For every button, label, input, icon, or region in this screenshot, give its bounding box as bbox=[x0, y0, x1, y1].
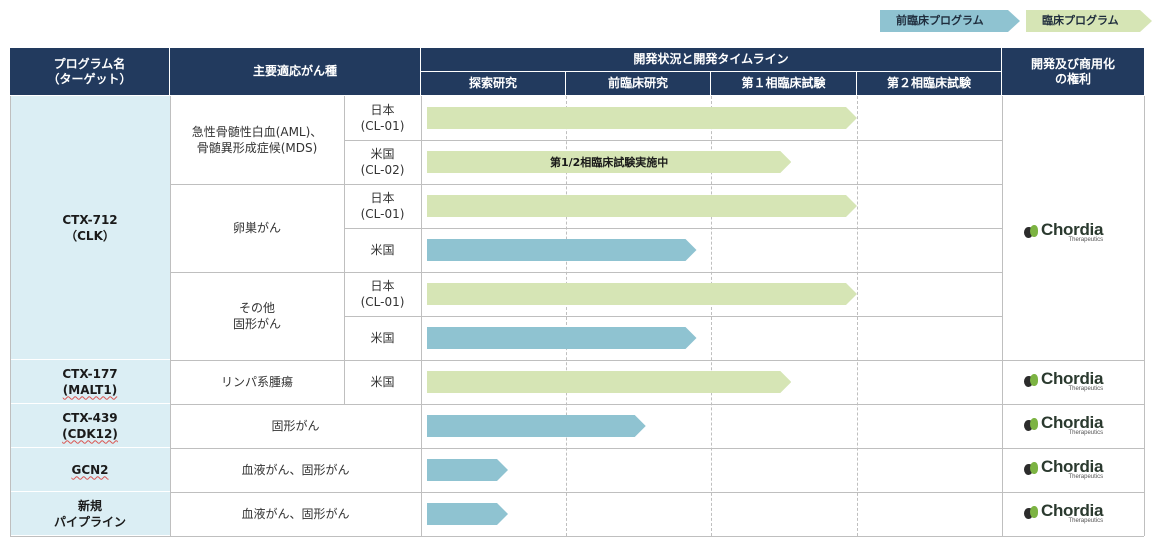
chordia-leaf-icon bbox=[1024, 225, 1038, 239]
region-japan-cl01: 日本 (CL-01) bbox=[360, 279, 405, 309]
program-ctx-712: CTX-712 （CLK） bbox=[10, 96, 170, 360]
program-gcn2: GCN2 bbox=[10, 448, 170, 492]
grid-column-line bbox=[344, 96, 345, 404]
header-program: プログラム名 （ターゲット） bbox=[10, 48, 170, 96]
chordia-logo: Chordia Therapeutics bbox=[1024, 413, 1114, 437]
region-japan-cl01: 日本 (CL-01) bbox=[360, 103, 405, 133]
logo-name: Chordia bbox=[1041, 413, 1104, 432]
grid-row-line bbox=[170, 184, 1002, 185]
grid-row-line bbox=[344, 316, 1002, 317]
clinical-progress-bar bbox=[427, 107, 857, 129]
grid-row-line bbox=[170, 360, 1144, 361]
preclinical-progress-bar bbox=[427, 503, 508, 525]
program-ctx-177: CTX-177 (MALT1) bbox=[10, 360, 170, 404]
indication-aml-mds: 急性骨髄性白血(AML)、 骨髄異形成症候(MDS) bbox=[191, 125, 323, 155]
indication-ovarian: 卵巣がん bbox=[232, 221, 281, 235]
header-rights: 開発及び商用化 の権利 bbox=[1002, 48, 1144, 96]
indication-lymphoid: リンパ系腫瘍 bbox=[220, 375, 293, 389]
preclinical-progress-bar bbox=[427, 239, 697, 261]
clinical-progress-bar bbox=[427, 283, 857, 305]
header-indication: 主要適応がん種 bbox=[170, 48, 421, 96]
region-japan-cl01: 日本 (CL-01) bbox=[360, 191, 405, 221]
chordia-logo: Chordia Therapeutics bbox=[1024, 369, 1114, 393]
bar-label: 第1/2相臨床試験実施中 bbox=[549, 156, 669, 169]
logo-sub: Therapeutics bbox=[1068, 237, 1104, 243]
legend-preclinical: 前臨床プログラム bbox=[880, 10, 1020, 32]
header-status: 開発状況と開発タイムライン bbox=[421, 48, 1002, 72]
region-us-cl02: 米国 (CL-02) bbox=[360, 147, 405, 177]
header-phase-1: 第１相臨床試験 bbox=[711, 72, 857, 96]
logo-name: Chordia bbox=[1041, 220, 1104, 239]
logo-sub: Therapeutics bbox=[1068, 430, 1104, 436]
clinical-progress-bar: 第1/2相臨床試験実施中 bbox=[427, 151, 791, 173]
clinical-progress-bar bbox=[427, 371, 791, 393]
region-us: 米国 bbox=[370, 243, 395, 257]
grid-row-line bbox=[170, 448, 1144, 449]
legend-clinical: 臨床プログラム bbox=[1026, 10, 1152, 32]
chordia-leaf-icon bbox=[1024, 374, 1038, 388]
indication-other-solid: その他 固形がん bbox=[232, 301, 281, 331]
chordia-logo: Chordia Therapeutics bbox=[1024, 457, 1114, 481]
region-us: 米国 bbox=[370, 375, 395, 389]
preclinical-progress-bar bbox=[427, 327, 697, 349]
program-ctx-439: CTX-439 (CDK12) bbox=[10, 404, 170, 448]
grid-row-line bbox=[344, 140, 1002, 141]
clinical-progress-bar bbox=[427, 195, 857, 217]
preclinical-progress-bar bbox=[427, 459, 508, 481]
phase-divider bbox=[857, 96, 858, 536]
phase-divider bbox=[711, 96, 712, 536]
preclinical-progress-bar bbox=[427, 415, 646, 437]
grid-column-line bbox=[1002, 96, 1003, 536]
phase-divider bbox=[566, 96, 567, 536]
grid-row-line bbox=[10, 536, 1144, 537]
header-phase-2: 第２相臨床試験 bbox=[857, 72, 1002, 96]
grid-row-line bbox=[344, 228, 1002, 229]
chordia-leaf-icon bbox=[1024, 418, 1038, 432]
logo-sub: Therapeutics bbox=[1068, 518, 1104, 524]
chordia-leaf-icon bbox=[1024, 462, 1038, 476]
program-new-pipeline: 新規 パイプライン bbox=[10, 492, 170, 536]
logo-sub: Therapeutics bbox=[1068, 386, 1104, 392]
chordia-logo: Chordia Therapeutics bbox=[1024, 220, 1114, 244]
grid-row-line bbox=[170, 492, 1144, 493]
logo-name: Chordia bbox=[1041, 457, 1104, 476]
chordia-leaf-icon bbox=[1024, 506, 1038, 520]
logo-sub: Therapeutics bbox=[1068, 474, 1104, 480]
logo-name: Chordia bbox=[1041, 369, 1104, 388]
grid-column-line bbox=[421, 96, 422, 536]
logo-name: Chordia bbox=[1041, 501, 1104, 520]
grid-row-line bbox=[170, 404, 1144, 405]
chordia-logo: Chordia Therapeutics bbox=[1024, 501, 1114, 525]
indication-blood-solid-gcn2: 血液がん、固形がん bbox=[241, 463, 350, 477]
indication-blood-solid-new: 血液がん、固形がん bbox=[241, 507, 350, 521]
header-phase-preclinical: 前臨床研究 bbox=[566, 72, 711, 96]
grid-row-line bbox=[344, 272, 1002, 273]
grid-column-line bbox=[10, 96, 11, 536]
indication-solid: 固形がん bbox=[271, 419, 320, 433]
region-us: 米国 bbox=[370, 331, 395, 345]
header-phase-exploration: 探索研究 bbox=[421, 72, 566, 96]
grid-column-line bbox=[1144, 96, 1145, 536]
grid-column-line bbox=[170, 96, 171, 536]
